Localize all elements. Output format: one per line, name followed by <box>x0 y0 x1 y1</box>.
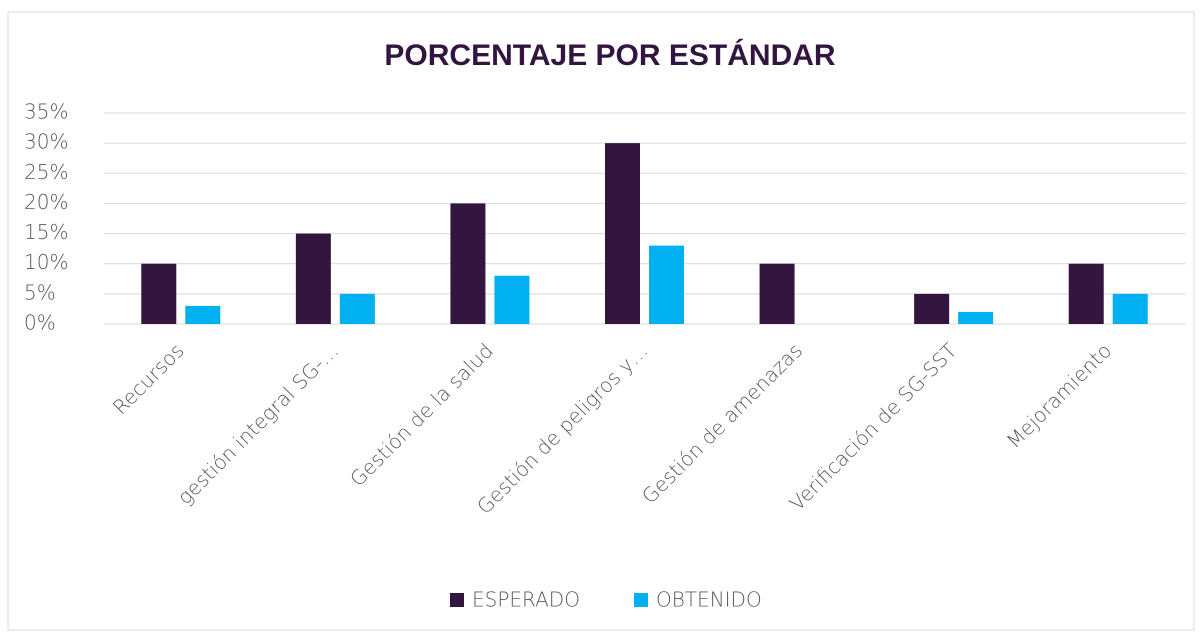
bar <box>141 263 177 324</box>
bar <box>295 233 331 324</box>
y-tick-label: 10% <box>24 250 68 274</box>
y-tick-label: 20% <box>24 190 68 214</box>
bar <box>759 263 795 324</box>
bar <box>339 293 375 324</box>
chart-title: PORCENTAJE POR ESTÁNDAR <box>384 38 835 72</box>
y-tick-label: 15% <box>24 220 68 244</box>
bar <box>494 275 530 324</box>
y-tick-label: 30% <box>24 130 68 154</box>
y-tick-label: 25% <box>24 160 68 184</box>
bar <box>958 311 994 324</box>
y-tick-label: 5% <box>24 280 56 304</box>
legend-label: OBTENIDO <box>656 588 762 612</box>
bar <box>605 143 640 324</box>
bar <box>649 245 684 324</box>
bar <box>914 293 950 324</box>
bar <box>450 203 486 324</box>
y-tick-label: 0% <box>24 311 56 335</box>
y-tick-label: 35% <box>24 100 68 124</box>
legend-label: ESPERADO <box>472 588 580 612</box>
bar <box>185 305 221 324</box>
legend-swatch <box>634 593 648 607</box>
bar <box>1112 293 1148 324</box>
legend-swatch <box>450 593 464 607</box>
bar <box>1068 263 1104 324</box>
